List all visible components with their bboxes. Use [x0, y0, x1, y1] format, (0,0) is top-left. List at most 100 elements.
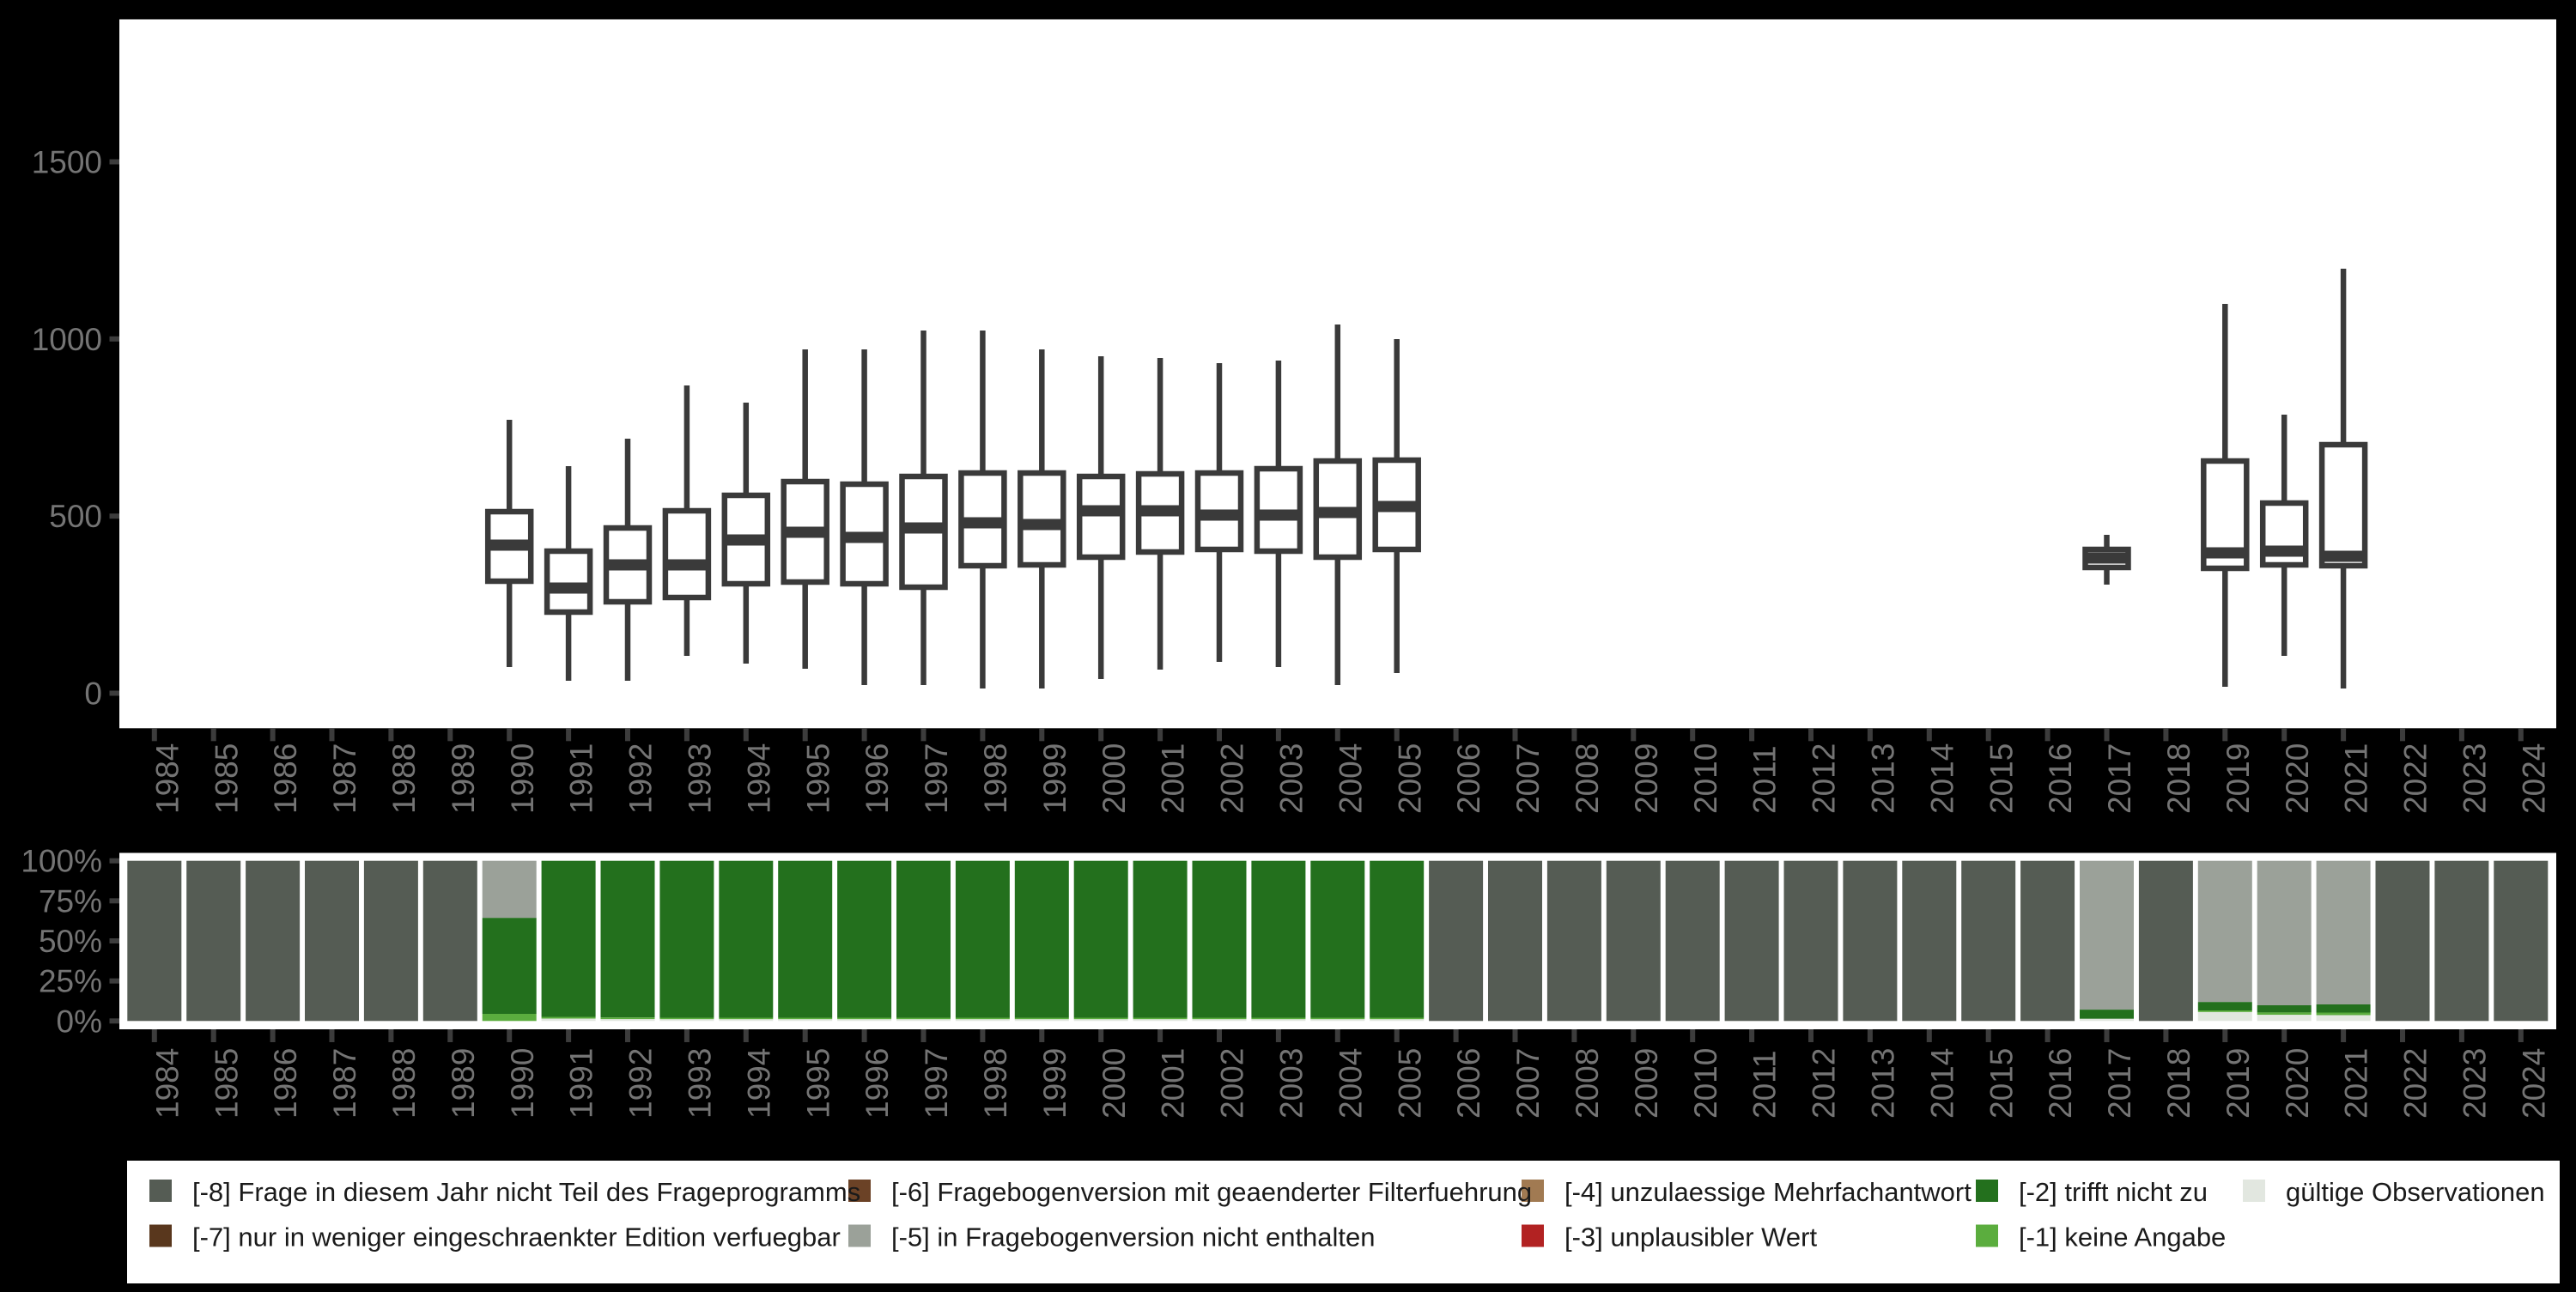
svg-text:2022: 2022: [2398, 1048, 2433, 1119]
svg-text:1988: 1988: [386, 1048, 422, 1119]
svg-text:2013: 2013: [1866, 743, 1901, 814]
svg-text:2008: 2008: [1570, 1048, 1605, 1119]
svg-text:2009: 2009: [1629, 1048, 1664, 1119]
svg-text:2010: 2010: [1688, 743, 1723, 814]
svg-text:1993: 1993: [683, 743, 718, 814]
svg-text:75%: 75%: [39, 883, 102, 919]
svg-text:1991: 1991: [564, 743, 599, 814]
svg-text:2019: 2019: [2221, 1048, 2256, 1119]
svg-text:2007: 2007: [1510, 1048, 1546, 1119]
svg-text:2006: 2006: [1451, 743, 1486, 814]
svg-text:1998: 1998: [978, 743, 1013, 814]
svg-text:2016: 2016: [2043, 1048, 2078, 1119]
svg-text:2021: 2021: [2339, 1048, 2374, 1119]
svg-text:2020: 2020: [2280, 743, 2315, 814]
svg-text:2024: 2024: [2516, 743, 2551, 814]
svg-text:[-8] Frage in diesem Jahr nich: [-8] Frage in diesem Jahr nicht Teil des…: [192, 1177, 860, 1207]
svg-text:1991: 1991: [564, 1048, 599, 1119]
svg-text:1996: 1996: [860, 743, 895, 814]
svg-text:2016: 2016: [2043, 743, 2078, 814]
svg-text:1997: 1997: [919, 1048, 954, 1119]
svg-text:1985: 1985: [209, 743, 244, 814]
svg-text:1987: 1987: [327, 1048, 362, 1119]
svg-text:2010: 2010: [1688, 1048, 1723, 1119]
svg-text:2003: 2003: [1274, 743, 1309, 814]
svg-text:2006: 2006: [1451, 1048, 1486, 1119]
svg-text:2023: 2023: [2458, 1048, 2493, 1119]
svg-text:2018: 2018: [2161, 1048, 2196, 1119]
svg-text:2020: 2020: [2280, 1048, 2315, 1119]
svg-text:1999: 1999: [1037, 743, 1072, 814]
svg-text:[-2] trifft nicht zu: [-2] trifft nicht zu: [2019, 1177, 2208, 1207]
svg-text:2017: 2017: [2102, 743, 2137, 814]
svg-text:[-1] keine Angabe: [-1] keine Angabe: [2019, 1222, 2226, 1252]
svg-text:0: 0: [84, 676, 102, 712]
svg-text:2022: 2022: [2398, 743, 2433, 814]
svg-text:2005: 2005: [1392, 743, 1427, 814]
svg-text:2007: 2007: [1510, 743, 1546, 814]
svg-text:2008: 2008: [1570, 743, 1605, 814]
svg-text:2019: 2019: [2221, 743, 2256, 814]
svg-text:1990: 1990: [505, 743, 540, 814]
svg-text:100%: 100%: [21, 844, 102, 879]
svg-text:2005: 2005: [1392, 1048, 1427, 1119]
svg-text:[-4] unzulaessige Mehrfachantw: [-4] unzulaessige Mehrfachantwort: [1564, 1177, 1971, 1207]
svg-text:2002: 2002: [1215, 743, 1250, 814]
svg-text:500: 500: [49, 499, 102, 534]
svg-text:2023: 2023: [2458, 743, 2493, 814]
svg-text:1984: 1984: [149, 1048, 185, 1119]
svg-text:1988: 1988: [386, 743, 422, 814]
svg-text:1998: 1998: [978, 1048, 1013, 1119]
svg-text:2009: 2009: [1629, 743, 1664, 814]
svg-text:1994: 1994: [741, 743, 776, 814]
svg-text:2011: 2011: [1747, 745, 1783, 814]
svg-text:2003: 2003: [1274, 1048, 1309, 1119]
svg-text:gültige Observationen: gültige Observationen: [2286, 1177, 2545, 1207]
svg-text:2012: 2012: [1807, 743, 1842, 814]
svg-text:2018: 2018: [2161, 743, 2196, 814]
svg-text:0%: 0%: [57, 1004, 102, 1039]
svg-text:2013: 2013: [1866, 1048, 1901, 1119]
svg-text:1992: 1992: [623, 743, 659, 814]
svg-text:50%: 50%: [39, 924, 102, 959]
svg-text:1996: 1996: [860, 1048, 895, 1119]
svg-text:2015: 2015: [1984, 743, 2019, 814]
svg-text:1992: 1992: [623, 1048, 659, 1119]
svg-text:1997: 1997: [919, 743, 954, 814]
svg-text:1993: 1993: [683, 1048, 718, 1119]
svg-text:1500: 1500: [32, 145, 102, 180]
svg-text:1987: 1987: [327, 743, 362, 814]
svg-text:2014: 2014: [1924, 743, 1959, 814]
svg-text:[-3] unplausibler Wert: [-3] unplausibler Wert: [1564, 1222, 1817, 1252]
svg-text:1986: 1986: [268, 1048, 303, 1119]
svg-text:1995: 1995: [800, 1048, 835, 1119]
svg-text:1000: 1000: [32, 322, 102, 357]
svg-text:[-6] Fragebogenversion mit gea: [-6] Fragebogenversion mit geaenderter F…: [891, 1177, 1532, 1207]
svg-text:2015: 2015: [1984, 1048, 2019, 1119]
svg-text:1989: 1989: [446, 743, 481, 814]
svg-text:[-7] nur in weniger eingeschra: [-7] nur in weniger eingeschraenkter Edi…: [192, 1222, 841, 1252]
svg-text:2001: 2001: [1156, 743, 1191, 814]
svg-text:2012: 2012: [1807, 1048, 1842, 1119]
svg-text:2017: 2017: [2102, 1048, 2137, 1119]
svg-text:1986: 1986: [268, 743, 303, 814]
svg-text:2001: 2001: [1156, 1048, 1191, 1119]
svg-text:[-5] in Fragebogenversion nich: [-5] in Fragebogenversion nicht enthalte…: [891, 1222, 1376, 1252]
svg-text:2021: 2021: [2339, 743, 2374, 814]
svg-text:1990: 1990: [505, 1048, 540, 1119]
svg-text:2004: 2004: [1333, 743, 1368, 814]
svg-text:2000: 2000: [1097, 743, 1132, 814]
svg-text:2004: 2004: [1333, 1048, 1368, 1119]
svg-text:1999: 1999: [1037, 1048, 1072, 1119]
svg-text:2002: 2002: [1215, 1048, 1250, 1119]
svg-text:2024: 2024: [2516, 1048, 2551, 1119]
svg-text:1995: 1995: [800, 743, 835, 814]
svg-text:1985: 1985: [209, 1048, 244, 1119]
svg-text:1994: 1994: [741, 1048, 776, 1119]
svg-text:2014: 2014: [1924, 1048, 1959, 1119]
svg-text:1984: 1984: [149, 743, 185, 814]
svg-text:1989: 1989: [446, 1048, 481, 1119]
svg-text:2011: 2011: [1747, 1050, 1783, 1119]
svg-text:2000: 2000: [1097, 1048, 1132, 1119]
svg-text:25%: 25%: [39, 964, 102, 999]
